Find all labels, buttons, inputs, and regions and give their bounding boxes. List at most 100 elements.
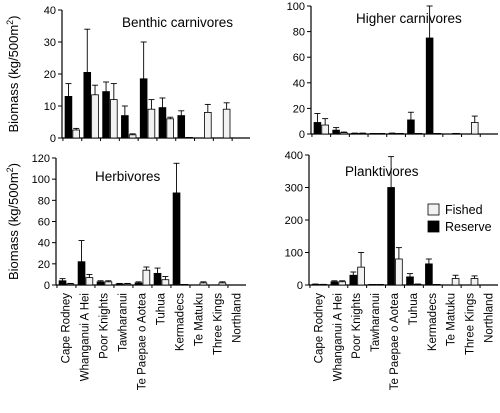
legend-label-reserve: Reserve	[445, 220, 492, 234]
y-tick-label: 20	[38, 259, 50, 271]
reserve-bar	[96, 281, 105, 286]
y-tick-label: 0	[50, 133, 56, 145]
panel-title: Planktivores	[345, 164, 419, 179]
reserve-bar	[369, 132, 378, 135]
panel-1: 0 10 20 30 40 Benthic carnivores Biomass (kg/5…	[5, 5, 250, 145]
panel-4: 0 100 200 300 400 Planktivores Cape Rodney Whan…	[285, 150, 498, 390]
reserve-bar	[172, 192, 181, 286]
panel-title: Herbivores	[95, 169, 161, 184]
reserve-bar	[313, 122, 322, 135]
fished-bar	[91, 94, 99, 139]
reserve-bar	[77, 261, 86, 286]
category-label: Tuhua	[155, 292, 167, 325]
y-tick-label: 20	[293, 103, 305, 115]
reserve-bar	[406, 276, 414, 286]
reserve-bar	[177, 115, 186, 139]
y-tick-label: 40	[38, 238, 50, 250]
category-label: Tuhua	[408, 292, 420, 325]
category-label: Te Paepae o Aotea	[136, 292, 148, 390]
category-label: Northland	[231, 293, 243, 343]
fished-bar	[376, 283, 384, 286]
fished-bar	[199, 282, 208, 286]
y-tick-label: 40	[293, 78, 305, 90]
y-tick-label: 100	[285, 248, 303, 260]
category-label: Te Paepae o Aotea	[389, 292, 401, 390]
fished-bar	[110, 99, 118, 139]
reserve-bar	[83, 72, 92, 139]
reserve-bar	[330, 281, 339, 286]
panel-title: Higher carnivores	[356, 11, 462, 26]
y-tick-label: 60	[38, 217, 50, 229]
category-label: Tawharanui	[370, 293, 382, 352]
fished-bar	[432, 283, 441, 286]
category-label: Three Kings	[212, 293, 224, 355]
fished-bar	[395, 258, 403, 286]
fished-bar	[321, 124, 329, 135]
y-tick-label: 400	[285, 150, 303, 162]
y-axis-label: Biomass (kg/500m2)	[5, 163, 21, 280]
category-label: Whanganui A Hei	[332, 293, 344, 381]
category-label: Northland	[483, 293, 495, 343]
fished-bar	[142, 269, 151, 286]
category-label: Te Matuku	[446, 293, 458, 346]
reserve-bar	[349, 274, 358, 286]
fished-bar	[340, 132, 348, 135]
y-tick-label: 100	[287, 1, 305, 13]
fished-bar	[104, 281, 113, 286]
category-label: Cape Rodney	[313, 293, 325, 364]
y-tick-label: 120	[32, 153, 50, 165]
category-label: Poor Knights	[351, 293, 363, 359]
y-tick-label: 0	[299, 129, 305, 141]
reserve-bar	[134, 282, 143, 286]
y-tick-label: 80	[38, 195, 50, 207]
y-tick-label: 80	[293, 27, 305, 39]
fished-bar	[451, 278, 460, 286]
y-tick-label: 300	[285, 183, 303, 195]
category-label: Tawharanui	[117, 293, 129, 352]
reserve-bar	[425, 263, 433, 286]
reserve-bar	[58, 280, 67, 286]
y-tick-label: 20	[44, 69, 56, 81]
fished-bar	[470, 122, 479, 135]
fished-bar	[161, 279, 170, 286]
category-label: Poor Knights	[98, 293, 110, 359]
fished-bar	[185, 136, 193, 139]
reserve-bar	[387, 187, 395, 286]
legend-label-fished: Fished	[445, 203, 483, 217]
fished-bar	[218, 282, 227, 286]
fished-bar	[470, 278, 479, 286]
category-label: Cape Rodney	[60, 293, 72, 364]
reserve-bar	[64, 96, 73, 139]
fished-bar	[166, 118, 175, 139]
category-label: Whanganui A Hei	[79, 293, 91, 381]
y-tick-label: 200	[285, 215, 303, 227]
fished-bar	[85, 277, 94, 286]
fished-bar	[128, 134, 137, 139]
reserve-bar	[139, 78, 148, 139]
reserve-bar	[332, 129, 340, 135]
reserve-bar	[115, 283, 124, 286]
category-label: Kermadecs	[174, 293, 186, 351]
reserve-bar	[368, 283, 376, 286]
fished-bar	[204, 112, 212, 139]
y-axis-label: Biomass (kg/500m2)	[5, 15, 21, 132]
fished-bar	[433, 132, 442, 135]
y-tick-label: 0	[44, 280, 50, 292]
panel-3: 0 20 40 60 80 100 120 Herbivores Biomass (kg/500…	[5, 153, 246, 390]
y-tick-label: 30	[44, 37, 56, 49]
reserve-bar	[158, 107, 167, 139]
reserve-bar	[102, 91, 110, 139]
legend: Fished Reserve	[427, 203, 492, 234]
reserve-bar	[407, 119, 415, 135]
panel-2: 0 20 40 60 80 100 Higher carnivores	[287, 1, 498, 141]
fished-bar	[357, 266, 365, 286]
category-label: Three Kings	[465, 293, 477, 355]
fished-bar	[414, 132, 423, 135]
panel-title: Benthic carnivores	[122, 15, 233, 30]
reserve-bar	[153, 272, 162, 286]
fished-bar	[338, 281, 346, 286]
y-tick-label: 0	[297, 280, 303, 292]
legend-swatch-fished	[427, 203, 440, 216]
reserve-bar	[425, 37, 434, 135]
